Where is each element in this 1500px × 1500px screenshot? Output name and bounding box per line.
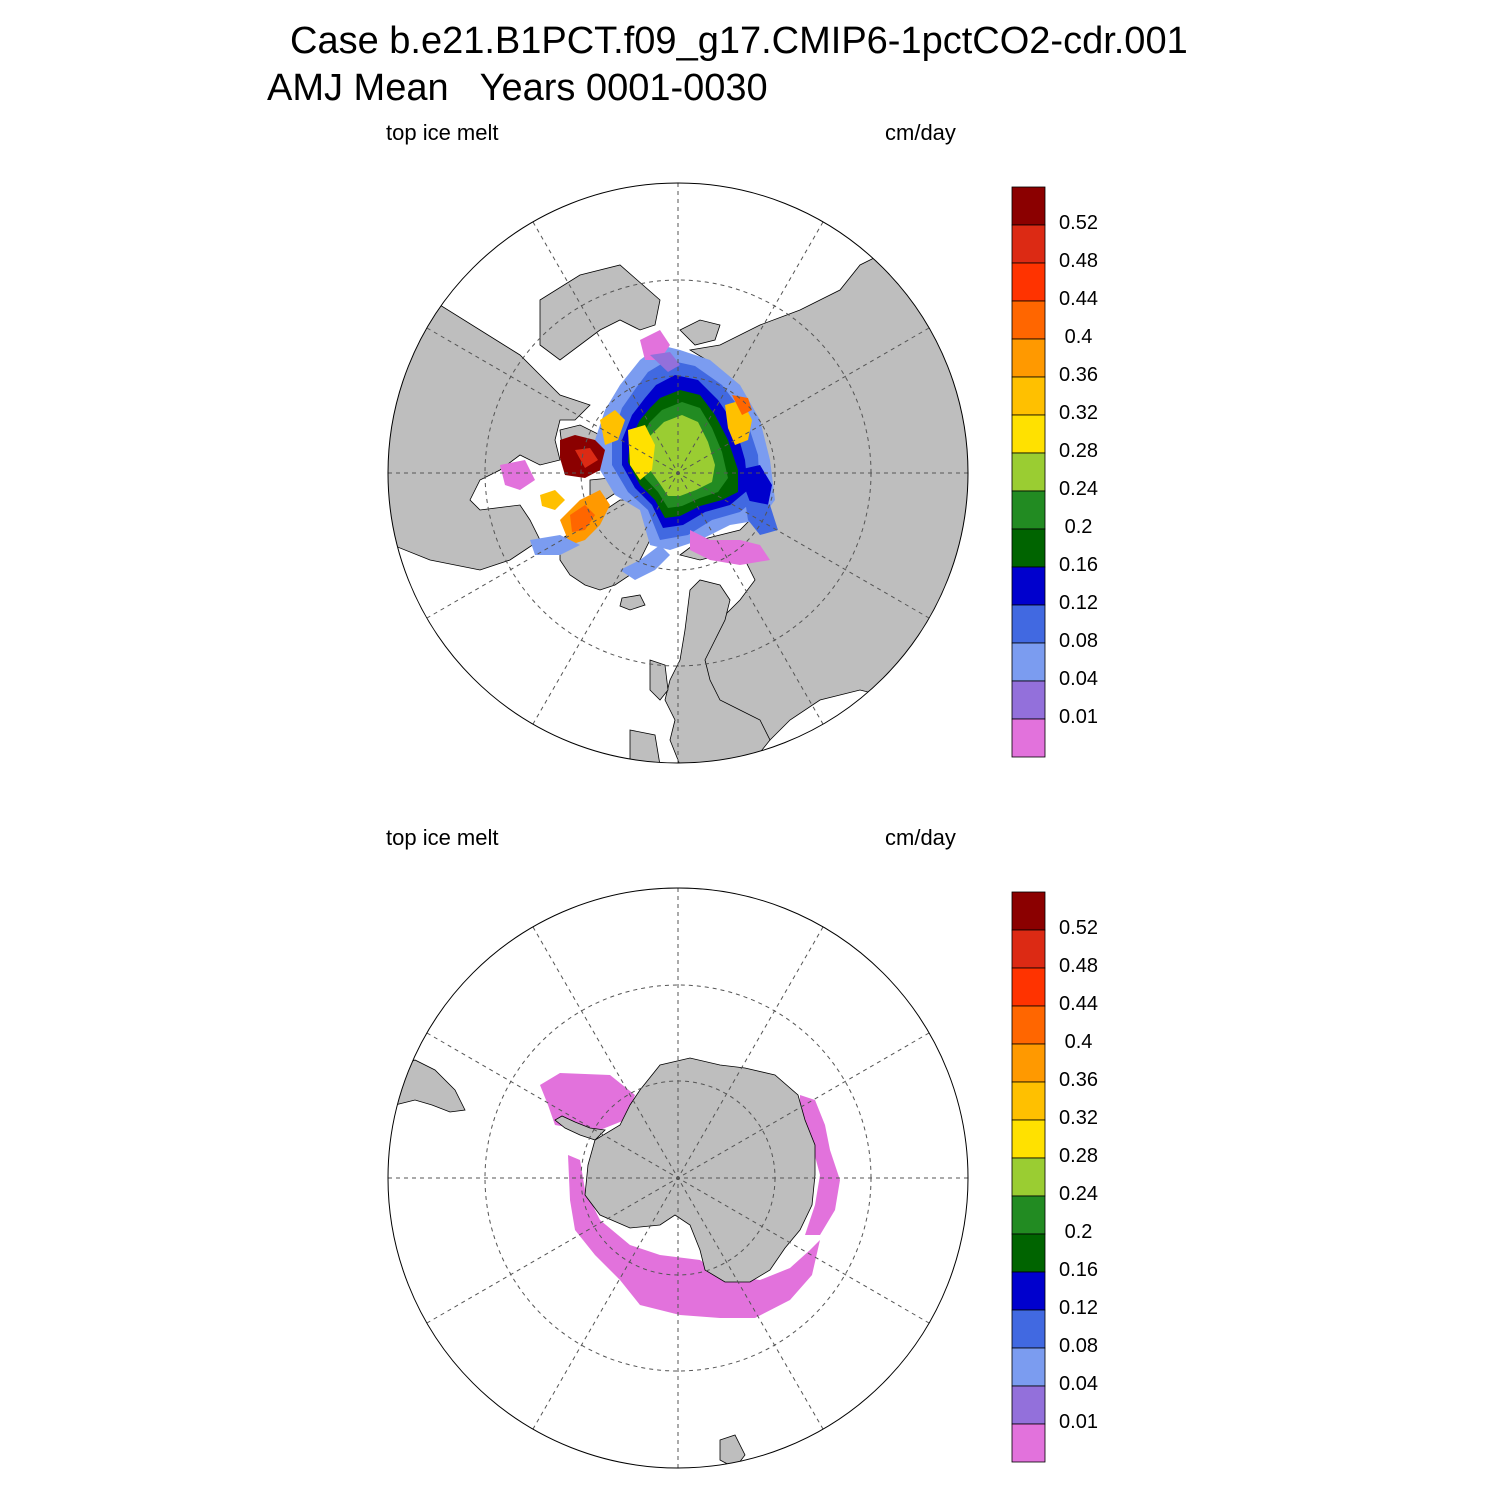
north-colorbar-tick-label: 0.12: [1059, 592, 1098, 614]
south-colorbar-box: [1011, 1081, 1046, 1121]
south-colorbar-tick-label: 0.04: [1059, 1373, 1098, 1395]
north-colorbar-box: [1011, 414, 1046, 454]
north-colorbar-box: [1011, 376, 1046, 416]
south-colorbar-tick-label: 0.01: [1059, 1411, 1098, 1433]
south-colorbar-tick-label: 0.4: [1064, 1031, 1093, 1053]
south-colorbar-tick-label: 0.32: [1059, 1107, 1098, 1129]
north-colorbar-tick-label: 0.16: [1059, 554, 1098, 576]
south-colorbar-box: [1011, 1347, 1046, 1387]
south-colorbar-box: [1011, 929, 1046, 969]
north-graticule: [388, 183, 968, 763]
south-colorbar-tick-label: 0.12: [1059, 1297, 1098, 1319]
north-colorbar-box: [1011, 262, 1046, 302]
south-colorbar-box: [1011, 1271, 1046, 1311]
north-map-land: [388, 229, 968, 763]
north-colorbar-tick-label: 0.36: [1059, 364, 1098, 386]
north-colorbar-box: [1011, 528, 1046, 568]
south-colorbar-tick-label: 0.24: [1059, 1183, 1098, 1205]
south-polar-map: [387, 887, 969, 1469]
figure-title-line-2: AMJ Mean Years 0001-0030: [267, 67, 768, 109]
north-colorbar-tick-label: 0.2: [1064, 516, 1093, 538]
south-colorbar-tick-label: 0.08: [1059, 1335, 1098, 1357]
south-map-border: [387, 887, 969, 1469]
south-panel-left-label: top ice melt: [386, 825, 499, 850]
south-colorbar-box: [1011, 891, 1046, 931]
south-colorbar-box: [1011, 1233, 1046, 1273]
north-colorbar-box: [1011, 186, 1046, 226]
north-colorbar-box: [1011, 224, 1046, 264]
south-colorbar-tick-label: 0.2: [1064, 1221, 1093, 1243]
north-panel-left-label: top ice melt: [386, 120, 499, 145]
north-colorbar-tick-label: 0.24: [1059, 478, 1098, 500]
north-colorbar-tick-label: 0.01: [1059, 706, 1098, 728]
south-colorbar-box: [1011, 1119, 1046, 1159]
south-colorbar-box: [1011, 967, 1046, 1007]
north-colorbar-tick-label: 0.48: [1059, 250, 1098, 272]
south-colorbar-box: [1011, 1005, 1046, 1045]
south-map-land: [389, 1057, 816, 1468]
north-colorbar: [1011, 186, 1046, 758]
south-panel-units-label: cm/day: [885, 825, 956, 850]
south-graticule: [388, 888, 968, 1468]
north-map-border: [387, 182, 969, 764]
south-colorbar-tick-label: 0.36: [1059, 1069, 1098, 1091]
north-colorbar-box: [1011, 452, 1046, 492]
north-colorbar-box: [1011, 566, 1046, 606]
south-colorbar-box: [1011, 1385, 1046, 1425]
north-colorbar-box: [1011, 604, 1046, 644]
north-colorbar-box: [1011, 642, 1046, 682]
south-colorbar-box: [1011, 1043, 1046, 1083]
south-colorbar-tick-label: 0.28: [1059, 1145, 1098, 1167]
north-polar-map: [387, 182, 969, 764]
south-colorbar-box: [1011, 1309, 1046, 1349]
north-colorbar-tick-label: 0.32: [1059, 402, 1098, 424]
north-colorbar-box: [1011, 718, 1046, 758]
north-colorbar-tick-label: 0.52: [1059, 212, 1098, 234]
south-colorbar-tick-label: 0.16: [1059, 1259, 1098, 1281]
north-colorbar-tick-label: 0.28: [1059, 440, 1098, 462]
south-colorbar-tick-label: 0.44: [1059, 993, 1098, 1015]
south-colorbar-box: [1011, 1157, 1046, 1197]
south-colorbar-box: [1011, 1195, 1046, 1235]
north-colorbar-tick-label: 0.44: [1059, 288, 1098, 310]
north-colorbar-box: [1011, 680, 1046, 720]
north-colorbar-box: [1011, 490, 1046, 530]
north-colorbar-tick-label: 0.4: [1064, 326, 1093, 348]
north-colorbar-box: [1011, 300, 1046, 340]
north-colorbar-tick-label: 0.04: [1059, 668, 1098, 690]
south-colorbar-box: [1011, 1423, 1046, 1463]
figure-title-line-1: Case b.e21.B1PCT.f09_g17.CMIP6-1pctCO2-c…: [290, 20, 1188, 62]
south-colorbar: [1011, 891, 1046, 1463]
north-ice-melt-field: [500, 330, 778, 580]
north-colorbar-box: [1011, 338, 1046, 378]
south-colorbar-tick-label: 0.52: [1059, 917, 1098, 939]
north-colorbar-tick-label: 0.08: [1059, 630, 1098, 652]
north-panel-units-label: cm/day: [885, 120, 956, 145]
south-colorbar-tick-label: 0.48: [1059, 955, 1098, 977]
